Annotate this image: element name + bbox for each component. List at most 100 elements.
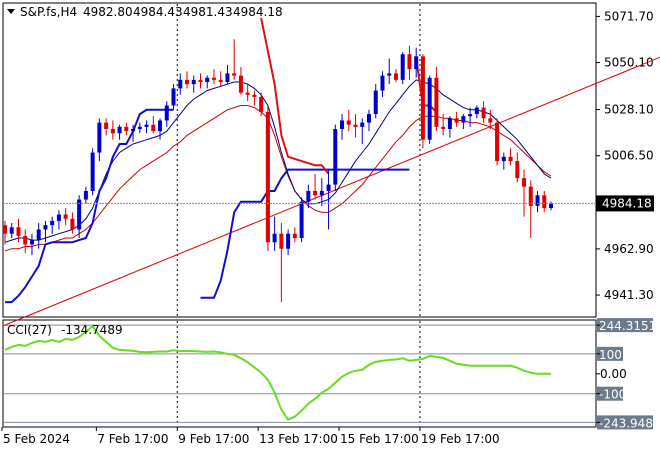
candle-body — [124, 126, 129, 132]
candle-body — [225, 73, 230, 82]
candle-body — [495, 122, 500, 162]
candle-body — [279, 233, 284, 249]
price-tick-label: 5006.50 — [604, 149, 654, 163]
candle-body — [313, 190, 318, 196]
candle-body — [528, 186, 533, 206]
candle-body — [326, 184, 331, 191]
candle-body — [333, 129, 338, 185]
cci-tick-label: 100 — [599, 348, 622, 362]
header-open: 4982.80 — [83, 5, 133, 19]
candle-body — [232, 73, 237, 76]
candle-body — [340, 120, 345, 130]
price-tick-label: 5028.10 — [604, 103, 654, 117]
candle-body — [90, 152, 95, 191]
candle-body — [151, 124, 156, 132]
candle-body — [454, 118, 459, 123]
candle-body — [137, 126, 142, 130]
price-tick-label: 5050.10 — [604, 56, 654, 70]
candle-body — [501, 156, 506, 162]
candle-body — [211, 77, 216, 80]
candle-body — [367, 114, 371, 123]
candle-body — [461, 116, 466, 123]
price-panel-frame — [2, 2, 597, 318]
candle-body — [23, 235, 28, 245]
candle-body — [535, 195, 540, 206]
cci-tick-label: -243.9482 — [599, 416, 660, 430]
current-price-label: 4984.18 — [602, 196, 652, 210]
stop-line — [200, 168, 410, 299]
candle-body — [252, 94, 257, 97]
cci-level-box — [597, 346, 623, 361]
candle-body — [549, 203, 553, 209]
candle-body — [319, 190, 324, 196]
cci-indicator-name: CCI(27) — [7, 323, 52, 337]
time-axis: 5 Feb 2024 7 Feb 17:00 9 Feb 17:00 13 Feb 1… — [1, 427, 500, 446]
time-tick-label: 15 Feb 17:00 — [340, 432, 419, 446]
cci-tick-label: 244.3151 — [599, 319, 656, 333]
candle-body — [468, 114, 473, 117]
candle-body — [131, 129, 136, 132]
candle-body — [265, 111, 270, 243]
header-high: 4984.43 — [133, 5, 183, 19]
cci-line-group — [4, 324, 551, 421]
cci-indicator-value: -134.7489 — [61, 323, 123, 337]
candle-body — [110, 129, 115, 134]
candle-body — [191, 79, 196, 85]
candle-body — [522, 178, 527, 187]
candle-body — [400, 54, 405, 80]
time-tick-label: 9 Feb 17:00 — [178, 432, 249, 446]
candle-body — [508, 156, 513, 162]
trend-line — [3, 56, 660, 327]
header-low: 4981.43 — [183, 5, 233, 19]
candle-body — [144, 124, 149, 127]
price-tick-label: 4962.90 — [604, 242, 654, 256]
candle-body — [420, 56, 425, 140]
session-separators — [176, 4, 421, 426]
candle-body — [427, 77, 432, 140]
candle-body — [306, 190, 311, 202]
candle-body — [373, 90, 378, 115]
candle-body — [414, 56, 419, 70]
trend-line-group — [3, 56, 660, 327]
price-tick-label: 4941.30 — [604, 288, 654, 302]
candle-body — [198, 79, 203, 82]
chart-header: S&P.fs,H4 4982.80 4984.43 4981.43 4984.1… — [7, 5, 283, 19]
cci-level-box — [597, 415, 653, 430]
candlesticks — [3, 39, 553, 303]
candle-body — [481, 107, 486, 119]
header-close: 4984.18 — [233, 5, 283, 19]
candle-body — [97, 122, 102, 153]
candle-body — [164, 105, 169, 121]
cci-tick-label: -100 — [599, 388, 626, 402]
candle-body — [407, 54, 412, 70]
candle-body — [205, 77, 210, 82]
candle-body — [238, 75, 243, 93]
stop-line — [5, 108, 174, 304]
cci-level-lines — [3, 324, 596, 423]
slow-ma-line — [4, 105, 552, 252]
resistance-line — [415, 58, 438, 113]
candle-body — [346, 120, 351, 125]
candle-body — [178, 79, 183, 89]
candle-body — [218, 79, 223, 82]
header-symbol: S&P.fs,H4 — [20, 5, 77, 19]
candle-body — [3, 225, 7, 234]
candle-body — [36, 229, 41, 241]
candle-body — [117, 126, 122, 134]
candle-body — [245, 92, 250, 95]
candle-body — [441, 126, 446, 130]
candle-body — [447, 118, 452, 130]
candle-body — [43, 225, 48, 230]
candle-body — [104, 122, 109, 130]
candle-body — [299, 201, 304, 238]
candle-body — [9, 227, 14, 234]
moving-averages — [4, 79, 552, 252]
cci-level-box — [597, 386, 623, 401]
candle-body — [158, 120, 163, 132]
candle-body — [77, 199, 82, 230]
candle-body — [185, 79, 189, 85]
header-dropdown-icon[interactable] — [7, 9, 15, 14]
cci-tick-label: 0.00 — [600, 367, 627, 381]
